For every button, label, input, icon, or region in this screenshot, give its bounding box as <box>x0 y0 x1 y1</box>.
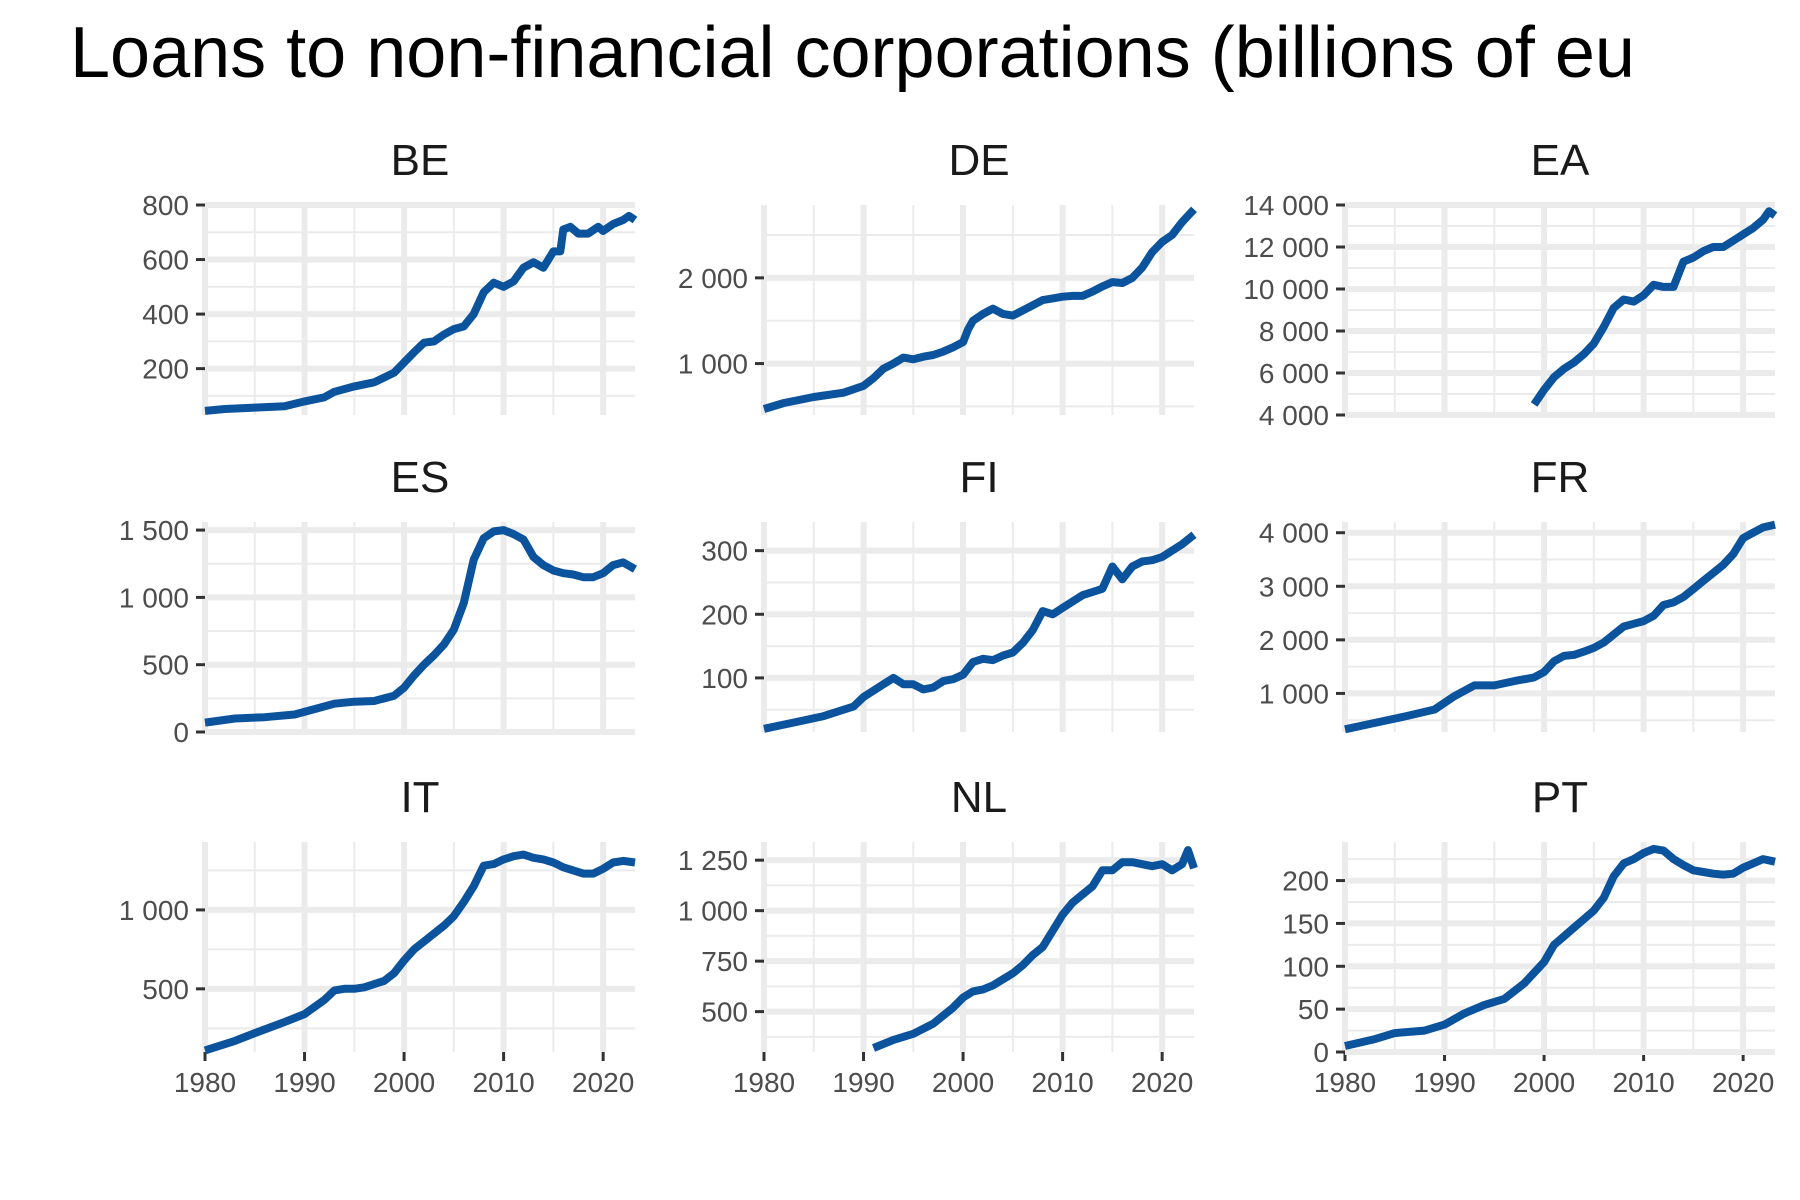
y-tick-label: 400 <box>142 299 189 330</box>
x-tick-label: 1980 <box>174 1067 236 1098</box>
panel-title: PT <box>1532 773 1588 822</box>
y-tick-label: 500 <box>701 997 748 1028</box>
panel-title: FR <box>1531 453 1590 502</box>
panel-de: DE 1 000 2 000 <box>678 136 1197 415</box>
x-tick-label: 1980 <box>1314 1067 1376 1098</box>
x-tick-label: 1990 <box>832 1067 894 1098</box>
x-tick-label: 2000 <box>1513 1067 1575 1098</box>
series-line-fi <box>763 531 1197 733</box>
x-tick-label: 2020 <box>1131 1067 1193 1098</box>
y-tick-label: 200 <box>142 354 189 385</box>
panel-ea: EA 4 000 6 000 8 000 10 000 12 000 14 000 <box>1243 136 1778 431</box>
panel-fr: FR 1 000 2 000 3 000 4 000 <box>1259 453 1776 734</box>
y-tick-label: 3 000 <box>1259 571 1329 602</box>
y-tick-label: 14 000 <box>1243 190 1329 221</box>
x-tick-label: 2020 <box>1712 1067 1774 1098</box>
series-line-es <box>204 526 637 727</box>
series-line-ea <box>1530 207 1778 407</box>
chart-title: Loans to non-financial corporations (bil… <box>70 13 1635 93</box>
y-tick-label: 500 <box>142 650 189 681</box>
x-tick-label: 2010 <box>1031 1067 1093 1098</box>
y-tick-label: 0 <box>173 717 189 748</box>
y-tick-label: 1 000 <box>1259 678 1329 709</box>
x-tick-label: 1990 <box>273 1067 335 1098</box>
panel-title: NL <box>951 773 1007 822</box>
y-tick-label: 0 <box>1313 1037 1329 1068</box>
x-tick-label: 2000 <box>932 1067 994 1098</box>
x-tick-label: 2020 <box>572 1067 634 1098</box>
y-tick-label: 10 000 <box>1243 274 1329 305</box>
panel-title: BE <box>391 136 450 185</box>
panel-es: ES 0 500 1 000 1 500 <box>119 453 637 748</box>
panel-title: EA <box>1531 136 1590 185</box>
panel-title: DE <box>948 136 1009 185</box>
series-line-fr <box>1344 520 1776 734</box>
y-tick-label: 150 <box>1282 908 1329 939</box>
panel-nl: NL 1980 1990 2000 2010 2020 500 750 1 000 1 250 <box>678 773 1198 1098</box>
y-tick-label: 2 000 <box>1259 625 1329 656</box>
x-tick-label: 2010 <box>472 1067 534 1098</box>
y-tick-label: 12 000 <box>1243 232 1329 263</box>
y-tick-label: 300 <box>701 536 748 567</box>
panel-title: IT <box>400 773 439 822</box>
series-line-be <box>204 211 638 415</box>
y-tick-label: 4 000 <box>1259 518 1329 549</box>
x-tick-label: 2000 <box>373 1067 435 1098</box>
y-tick-label: 750 <box>701 946 748 977</box>
x-tick-label: 1980 <box>733 1067 795 1098</box>
y-tick-label: 200 <box>1282 866 1329 897</box>
y-tick-label: 100 <box>1282 951 1329 982</box>
y-tick-label: 1 500 <box>119 515 189 546</box>
x-tick-label: 2010 <box>1612 1067 1674 1098</box>
series-line-pt <box>1344 844 1776 1050</box>
panel-title: FI <box>959 453 998 502</box>
panel-it: IT 1980 1990 2000 2010 2020 500 1 000 <box>119 773 636 1098</box>
y-tick-label: 200 <box>701 599 748 630</box>
panel-be: BE 200 400 600 800 <box>142 136 638 415</box>
series-line-nl <box>871 846 1198 1052</box>
panel-fi: FI 100 200 300 <box>701 453 1197 733</box>
y-tick-label: 600 <box>142 245 189 276</box>
y-tick-label: 1 000 <box>119 895 189 926</box>
y-tick-label: 1 000 <box>678 896 748 927</box>
y-tick-label: 1 000 <box>119 582 189 613</box>
y-tick-label: 500 <box>142 974 189 1005</box>
y-tick-label: 1 000 <box>678 349 748 380</box>
panel-title: ES <box>391 453 450 502</box>
y-tick-label: 2 000 <box>678 263 748 294</box>
y-tick-label: 1 250 <box>678 845 748 876</box>
y-tick-label: 4 000 <box>1259 400 1329 431</box>
y-tick-label: 8 000 <box>1259 316 1329 347</box>
x-tick-label: 1990 <box>1413 1067 1475 1098</box>
y-tick-label: 6 000 <box>1259 358 1329 389</box>
y-tick-label: 50 <box>1298 994 1329 1025</box>
y-tick-label: 800 <box>142 190 189 221</box>
y-tick-label: 100 <box>701 663 748 694</box>
series-line-de <box>762 206 1197 413</box>
panel-pt: PT 1980 1990 2000 2010 2020 0 50 100 150 200 <box>1282 773 1776 1098</box>
series-line-it <box>203 850 636 1055</box>
